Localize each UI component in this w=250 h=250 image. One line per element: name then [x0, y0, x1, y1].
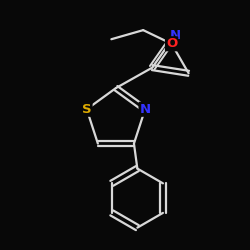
Text: N: N — [140, 103, 151, 116]
Text: O: O — [166, 37, 177, 50]
Text: N: N — [170, 28, 181, 42]
Text: S: S — [82, 103, 92, 116]
